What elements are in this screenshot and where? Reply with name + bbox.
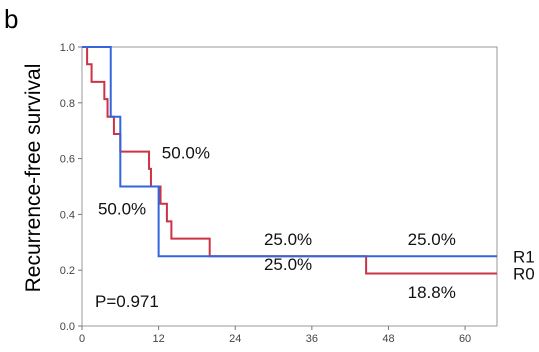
panel-label: b bbox=[4, 4, 18, 34]
x-tick-label: 60 bbox=[459, 333, 471, 345]
y-tick-label: 0.6 bbox=[60, 154, 75, 166]
percentage-annotation: 50.0% bbox=[98, 199, 146, 218]
y-tick-label: 1.0 bbox=[60, 42, 75, 54]
x-tick-label: 36 bbox=[306, 333, 318, 345]
series-label-r1: R1 bbox=[513, 247, 535, 266]
x-tick-label: 0 bbox=[79, 333, 85, 345]
x-tick-label: 12 bbox=[152, 333, 164, 345]
series-line-r1 bbox=[82, 46, 497, 258]
y-axis-label: Recurrence-free survival bbox=[22, 64, 45, 293]
percentage-annotation: 25.0% bbox=[408, 230, 456, 249]
x-axis-ticks: 0 12 24 36 48 60 bbox=[79, 326, 471, 345]
series-label-r0: R0 bbox=[513, 265, 535, 284]
percentage-annotations: 50.0% 50.0% 25.0% 25.0% 25.0% 18.8% bbox=[98, 144, 456, 303]
y-tick-label: 0.0 bbox=[60, 321, 75, 333]
y-axis-ticks: 0.0 0.2 0.4 0.6 0.8 1.0 bbox=[60, 42, 82, 333]
percentage-annotation: 25.0% bbox=[264, 230, 312, 249]
percentage-annotation: 18.8% bbox=[408, 283, 456, 302]
percentage-annotation: 25.0% bbox=[264, 255, 312, 274]
x-tick-label: 48 bbox=[382, 333, 394, 345]
x-tick-label: 24 bbox=[229, 333, 241, 345]
y-tick-label: 0.4 bbox=[60, 209, 75, 221]
percentage-annotation: 50.0% bbox=[162, 144, 210, 163]
series-line-r0 bbox=[82, 46, 497, 275]
plot-area-frame bbox=[81, 46, 498, 327]
p-value-label: P=0.971 bbox=[95, 292, 159, 311]
survival-curves bbox=[82, 46, 497, 275]
y-tick-label: 0.2 bbox=[60, 265, 75, 277]
y-tick-label: 0.8 bbox=[60, 98, 75, 110]
